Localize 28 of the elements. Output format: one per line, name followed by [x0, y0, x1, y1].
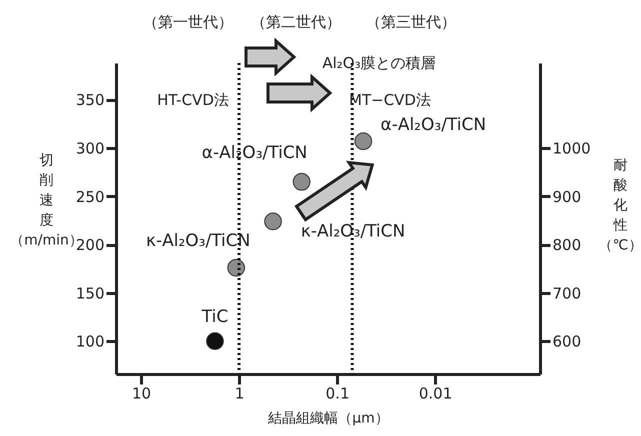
- y-tick-label: 100: [76, 332, 104, 351]
- annotation: α-Al₂O₃/TiCN: [380, 115, 486, 136]
- annotation: TiC: [200, 307, 228, 328]
- y2-tick-label: 1000: [552, 139, 591, 158]
- y2-tick-label: 900: [552, 188, 582, 206]
- annotation: α-Al₂O₃/TiCN: [202, 142, 308, 163]
- x-tick-label: 0.01: [418, 384, 452, 402]
- x-tick-label: 10: [132, 384, 152, 402]
- annotation: HT-CVD法: [157, 91, 229, 109]
- annotation: MT−CVD法: [349, 91, 431, 109]
- x-axis-title: 結晶組織幅（μm）: [267, 410, 389, 426]
- y2-tick-label: 800: [552, 236, 582, 254]
- y-tick-label: 250: [76, 188, 104, 206]
- y-tick-label: 150: [76, 284, 104, 302]
- y2-tick-label: 700: [552, 284, 582, 302]
- text: （第二世代）: [251, 13, 341, 31]
- y-tick-label: 350: [76, 91, 104, 110]
- text: （第三世代）: [366, 13, 456, 31]
- y2-axis-title: 耐酸化性（℃）: [598, 158, 641, 254]
- y-tick-label: 300: [76, 139, 104, 158]
- x-tick-label: 1: [234, 384, 244, 402]
- x-tick-label: 0.1: [326, 384, 350, 402]
- y-tick-label: 200: [76, 236, 104, 254]
- annotation: κ-Al₂O₃/TiCN: [300, 221, 406, 242]
- annotation: Al₂O₃膜との積層: [322, 54, 436, 72]
- text: （第一世代）: [143, 13, 233, 31]
- y2-tick-label: 600: [552, 332, 582, 351]
- annotation: κ-Al₂O₃/TiCN: [146, 230, 250, 251]
